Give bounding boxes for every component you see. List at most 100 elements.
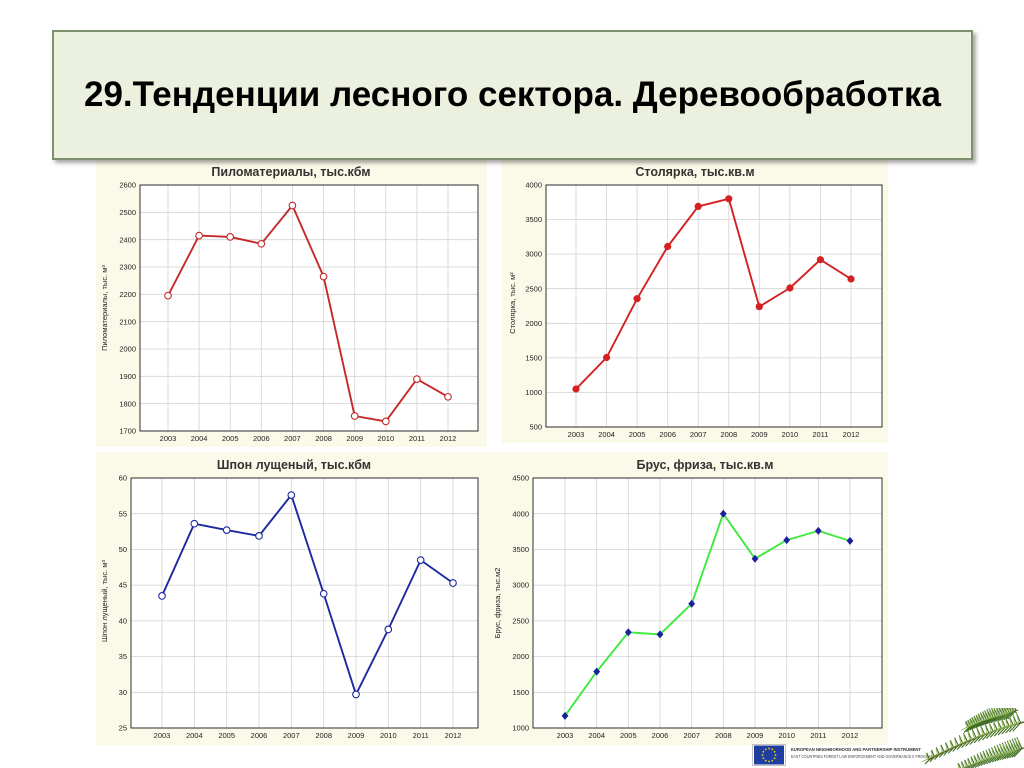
- data-point-2006: [255, 532, 263, 540]
- data-point-2003: [561, 711, 569, 720]
- y-tick-label: 1700: [119, 427, 136, 436]
- chart-beams: Брус, фриза, тыс.кв.м Брус, фриза, тыс.м…: [493, 458, 883, 740]
- y-tick-label: 3500: [525, 215, 542, 224]
- data-point-2005: [222, 526, 231, 534]
- data-point-2012: [846, 536, 854, 545]
- x-tick-label: 2012: [843, 430, 860, 439]
- chart-title: Пиломатериалы, тыс.кбм: [211, 165, 370, 179]
- y-tick-label: 2300: [119, 263, 136, 272]
- x-tick-label: 2010: [377, 434, 394, 443]
- x-tick-label: 2007: [683, 731, 700, 740]
- program-caption: EUROPEAN NEIGHBORHOOD AND PARTNERSHIP IN…: [791, 747, 934, 759]
- y-axis-label: Брус, фриза, тыс.м2: [493, 568, 502, 639]
- y-tick-label: 2500: [512, 617, 529, 626]
- data-point-2009: [352, 690, 360, 699]
- program-line-2: EAST COUNTRIES FOREST LAW ENFORCEMENT AN…: [791, 754, 934, 759]
- x-tick-label: 2005: [222, 434, 239, 443]
- data-point-2004: [603, 353, 611, 362]
- data-point-2010: [384, 625, 393, 634]
- x-tick-label: 2008: [715, 731, 732, 740]
- plot-background: [533, 478, 882, 728]
- data-point-2008: [319, 272, 328, 281]
- data-point-2012: [449, 579, 457, 587]
- data-point-2009: [755, 303, 763, 311]
- y-axis-label: Пиломатериалы, тыс. м³: [100, 265, 109, 351]
- chart-panel-joinery: Столярка, тыс.кв.м Столярка, тыс. м² 500…: [502, 160, 888, 443]
- x-tick-label: 2010: [778, 731, 795, 740]
- plot-area: 25 30 35 40 45 50 55 60 2003 2004 2005 2006 2007 2008…: [119, 474, 479, 740]
- data-point-2010: [381, 417, 390, 426]
- x-tick-label: 2007: [284, 434, 301, 443]
- x-tick-label: 2004: [186, 731, 203, 740]
- plot-frame: [130, 477, 479, 729]
- y-tick-label: 40: [119, 617, 127, 626]
- data-point-2007: [694, 202, 702, 210]
- x-tick-label: 2007: [690, 430, 707, 439]
- y-tick-label: 2500: [119, 208, 136, 217]
- chart-veneer: Шпон лущеный, тыс.кбм Шпон лущеный, тыс.…: [100, 458, 479, 740]
- x-tick-label: 2008: [720, 430, 737, 439]
- y-tick-label: 2600: [119, 181, 136, 190]
- data-point-2011: [816, 256, 824, 264]
- y-tick-label: 1000: [512, 724, 529, 733]
- chart-panel-sawnwood: Пиломатериалы, тыс.кбм Пиломатериалы, ты…: [96, 160, 487, 447]
- data-point-2006: [656, 630, 664, 639]
- data-point-2008: [725, 195, 733, 203]
- y-tick-label: 2500: [525, 284, 542, 293]
- x-tick-label: 2003: [568, 430, 585, 439]
- y-axis-label: Столярка, тыс. м²: [508, 272, 517, 334]
- y-tick-label: 1000: [525, 388, 542, 397]
- data-point-2003: [158, 592, 166, 600]
- y-tick-label: 35: [119, 652, 127, 661]
- pine-branch-icon: [921, 708, 1024, 768]
- x-tick-label: 2008: [315, 434, 332, 443]
- y-tick-label: 2200: [119, 290, 136, 299]
- data-point-2003: [164, 291, 172, 300]
- x-tick-label: 2004: [588, 731, 605, 740]
- y-tick-label: 50: [119, 545, 127, 554]
- plot-frame: [545, 184, 883, 428]
- x-tick-label: 2011: [812, 430, 828, 439]
- series-line: [564, 512, 851, 717]
- y-tick-label: 1800: [119, 399, 136, 408]
- y-tick-label: 55: [119, 509, 127, 518]
- y-tick-label: 3000: [525, 250, 542, 259]
- title-box: 29.Тенденции лесного сектора. Деревообра…: [52, 30, 973, 160]
- y-tick-label: 4500: [512, 474, 529, 483]
- plot-background: [140, 185, 478, 431]
- plot-area: 1700 1800 1900 2000 2100 2200 2300 2400 2500 2600…: [119, 181, 479, 443]
- x-tick-label: 2011: [810, 731, 826, 740]
- series-line: [167, 204, 449, 423]
- data-point-2011: [413, 375, 421, 383]
- plot-area: 1000 1500 2000 2500 3000 3500 4000 4500 2003 2004…: [512, 474, 883, 740]
- x-tick-label: 2009: [348, 731, 365, 740]
- x-tick-label: 2011: [413, 731, 429, 740]
- y-tick-label: 2100: [119, 317, 136, 326]
- plot-frame: [139, 184, 479, 432]
- data-point-2012: [847, 275, 855, 283]
- y-tick-label: 60: [119, 474, 127, 483]
- y-tick-label: 2000: [119, 345, 136, 354]
- y-tick-label: 3500: [512, 545, 529, 554]
- x-tick-label: 2009: [747, 731, 764, 740]
- y-tick-label: 500: [529, 423, 542, 432]
- data-point-2005: [226, 233, 235, 241]
- series-line: [575, 197, 852, 390]
- y-tick-label: 30: [119, 688, 127, 697]
- chart-title: Шпон лущеный, тыс.кбм: [217, 458, 371, 472]
- y-tick-label: 45: [119, 581, 127, 590]
- data-point-2010: [783, 536, 791, 545]
- x-tick-label: 2010: [782, 430, 799, 439]
- data-point-2009: [751, 554, 759, 563]
- y-tick-label: 1500: [525, 354, 542, 363]
- x-tick-label: 2010: [380, 731, 397, 740]
- data-point-2003: [572, 385, 580, 393]
- x-tick-label: 2003: [154, 731, 171, 740]
- data-point-2012: [444, 392, 452, 401]
- x-tick-label: 2006: [659, 430, 676, 439]
- x-tick-label: 2012: [445, 731, 462, 740]
- data-point-2006: [257, 239, 266, 248]
- program-line-1: EUROPEAN NEIGHBORHOOD AND PARTNERSHIP IN…: [791, 747, 921, 753]
- x-tick-label: 2012: [842, 731, 859, 740]
- x-tick-label: 2008: [315, 731, 332, 740]
